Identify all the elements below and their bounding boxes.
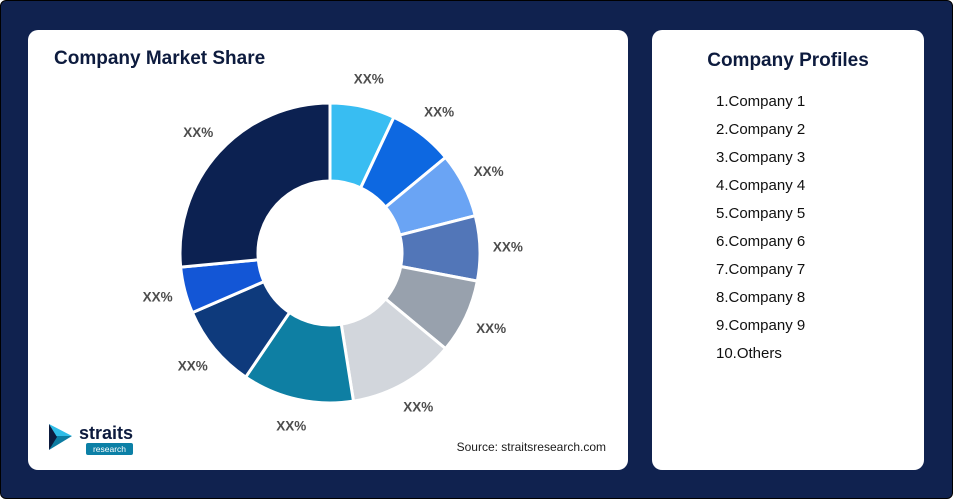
company-list-item: 5.Company 5 (716, 205, 806, 222)
market-share-card: Company Market Share XX% XX% XX% XX% XX% XX% X… (28, 30, 628, 470)
segment-label: XX% (474, 164, 504, 179)
company-list-item: 7.Company 7 (716, 261, 806, 278)
logo-name: straits (79, 423, 134, 443)
segment-label: XX% (424, 104, 454, 119)
company-list-item: 10.Others (716, 345, 782, 362)
segment-label: XX% (276, 419, 306, 434)
segment-label: XX% (403, 400, 433, 415)
logo-text: straits research (79, 423, 134, 455)
segment-label: XX% (183, 125, 213, 140)
company-profiles-card: Company Profiles 1.Company 1 2.Company 2 3… (652, 30, 924, 470)
logo-subtitle: research (85, 443, 134, 455)
company-list-item: 4.Company 4 (716, 177, 806, 194)
company-list-item: 2.Company 2 (716, 121, 806, 138)
company-list-item: 1.Company 1 (716, 93, 806, 110)
chart-title: Company Market Share (54, 48, 266, 69)
donut-chart: XX% XX% XX% XX% XX% XX% XX% XX% XX% XX% (143, 71, 523, 434)
logo-icon (48, 423, 74, 456)
segment-label: XX% (178, 359, 208, 374)
segment-label: XX% (143, 289, 173, 304)
source-attribution: Source: straitsresearch.com (456, 440, 606, 454)
donut-segment (178, 101, 332, 269)
company-list-item: 9.Company 9 (716, 317, 806, 334)
profiles-title: Company Profiles (707, 50, 869, 71)
segment-label: XX% (354, 71, 384, 86)
segment-label: XX% (493, 239, 523, 254)
segment-label: XX% (476, 321, 506, 336)
company-list: 1.Company 1 2.Company 2 3.Company 3 4.Compa… (652, 88, 924, 368)
company-list-item: 6.Company 6 (716, 233, 806, 250)
company-list-item: 3.Company 3 (716, 149, 806, 166)
straits-research-logo: straits research (48, 423, 134, 456)
company-list-item: 8.Company 8 (716, 289, 806, 306)
